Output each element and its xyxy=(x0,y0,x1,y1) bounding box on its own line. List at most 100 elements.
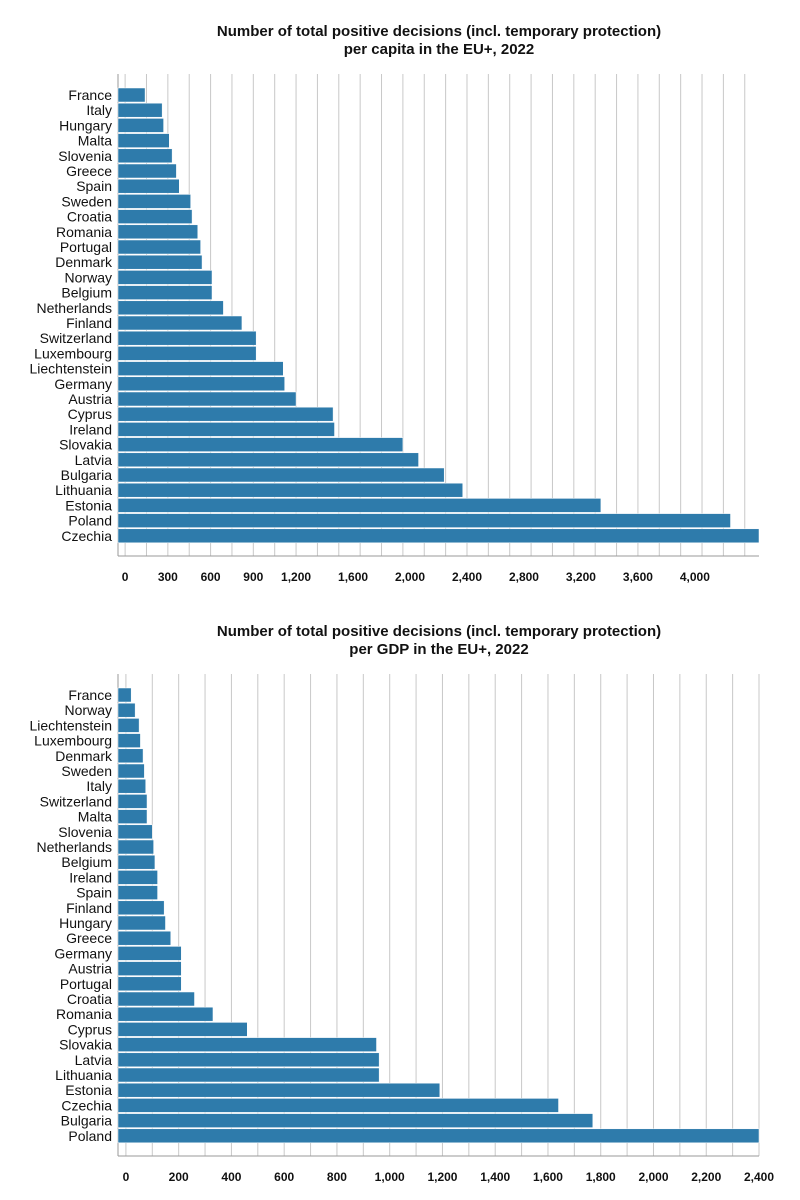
category-label: Lithuania xyxy=(55,482,112,498)
category-label: Spain xyxy=(76,885,112,901)
x-tick-label: 1,200 xyxy=(281,570,311,584)
bar-austria xyxy=(117,391,297,407)
bar-slovenia xyxy=(117,148,173,164)
x-tick-label: 800 xyxy=(327,1170,347,1184)
bar-luxembourg xyxy=(117,346,257,361)
category-label: Czechia xyxy=(61,1097,112,1113)
bar-italy xyxy=(117,778,146,794)
category-label: Malta xyxy=(78,809,112,825)
category-label: France xyxy=(68,687,112,703)
x-tick-label: 2,000 xyxy=(638,1170,668,1184)
x-tick-label: 2,800 xyxy=(509,570,539,584)
x-tick-label: 1,800 xyxy=(586,1170,616,1184)
x-tick-label: 200 xyxy=(169,1170,189,1184)
bars xyxy=(117,687,760,1144)
bar-portugal xyxy=(117,976,182,992)
category-label: Greece xyxy=(66,930,112,946)
bar-france xyxy=(117,687,132,703)
x-tick-label: 300 xyxy=(158,570,178,584)
category-label: Norway xyxy=(65,702,112,718)
x-tick-label: 1,400 xyxy=(480,1170,510,1184)
bar-belgium xyxy=(117,854,156,870)
category-label: Poland xyxy=(68,513,112,529)
category-label: Finland xyxy=(66,900,112,916)
category-label: Greece xyxy=(66,163,112,179)
bar-finland xyxy=(117,900,165,916)
bar-denmark xyxy=(117,254,203,270)
category-label: Switzerland xyxy=(40,330,112,346)
per-capita-chart: Number of total positive decisions (incl… xyxy=(29,23,760,584)
bar-ireland xyxy=(117,422,335,437)
per-gdp-chart: Number of total positive decisions (incl… xyxy=(29,623,774,1184)
category-label: Bulgaria xyxy=(61,467,113,483)
category-label: Luxembourg xyxy=(34,345,112,361)
category-label: Belgium xyxy=(61,285,112,301)
bar-france xyxy=(117,87,146,103)
bar-bulgaria xyxy=(117,1113,594,1128)
category-label: Slovenia xyxy=(58,824,112,840)
category-label: Sweden xyxy=(61,193,112,209)
x-tick-label: 2,200 xyxy=(691,1170,721,1184)
bar-greece xyxy=(117,163,177,179)
bar-spain xyxy=(117,178,180,194)
x-tick-label: 2,400 xyxy=(452,570,482,584)
bar-denmark xyxy=(117,748,144,764)
bar-estonia xyxy=(117,498,602,513)
category-label: Bulgaria xyxy=(61,1113,113,1129)
bar-latvia xyxy=(117,452,419,468)
bar-germany xyxy=(117,376,285,392)
category-label: Croatia xyxy=(67,991,112,1007)
bar-luxembourg xyxy=(117,733,141,748)
x-tick-label: 2,400 xyxy=(744,1170,774,1184)
bar-estonia xyxy=(117,1082,441,1098)
bar-greece xyxy=(117,930,172,946)
category-label: Czechia xyxy=(61,528,112,544)
bars xyxy=(117,87,760,544)
x-tick-label: 0 xyxy=(122,570,129,584)
bar-slovakia xyxy=(117,1037,377,1052)
category-label: Denmark xyxy=(55,254,113,270)
category-label: Germany xyxy=(54,376,112,392)
bar-liechtenstein xyxy=(117,718,140,733)
bar-germany xyxy=(117,946,182,961)
bar-poland xyxy=(117,1128,760,1144)
category-label: Netherlands xyxy=(37,839,113,855)
bar-norway xyxy=(117,702,136,718)
category-label: Luxembourg xyxy=(34,733,112,749)
bar-czechia xyxy=(117,528,760,544)
category-label: Hungary xyxy=(59,117,112,133)
bar-italy xyxy=(117,102,163,118)
x-tick-label: 3,200 xyxy=(566,570,596,584)
category-label: Germany xyxy=(54,945,112,961)
category-label: Romania xyxy=(56,1006,112,1022)
bar-austria xyxy=(117,961,182,976)
category-label: Malta xyxy=(78,133,112,149)
category-label: Slovakia xyxy=(59,1037,112,1053)
category-label: Portugal xyxy=(60,239,112,255)
bar-poland xyxy=(117,513,731,528)
category-label: Netherlands xyxy=(37,300,113,316)
bar-cyprus xyxy=(117,1022,248,1037)
bar-switzerland xyxy=(117,794,148,809)
bar-croatia xyxy=(117,991,195,1007)
bar-finland xyxy=(117,315,243,331)
category-label: Poland xyxy=(68,1128,112,1144)
bar-romania xyxy=(117,224,199,240)
bar-latvia xyxy=(117,1052,380,1068)
bar-portugal xyxy=(117,239,201,255)
category-label: Latvia xyxy=(75,1052,113,1068)
x-tick-label: 1,600 xyxy=(338,570,368,584)
bar-cyprus xyxy=(117,406,334,422)
bar-slovenia xyxy=(117,824,153,840)
category-label: Sweden xyxy=(61,763,112,779)
bar-hungary xyxy=(117,915,166,931)
category-label: Austria xyxy=(68,961,112,977)
bar-spain xyxy=(117,885,158,900)
category-labels: FranceNorwayLiechtensteinLuxembourgDenma… xyxy=(29,687,113,1144)
x-tick-label: 1,000 xyxy=(375,1170,405,1184)
category-label: Portugal xyxy=(60,976,112,992)
category-label: Spain xyxy=(76,178,112,194)
bar-netherlands xyxy=(117,300,224,316)
category-label: Ireland xyxy=(69,869,112,885)
category-label: Liechtenstein xyxy=(29,361,112,377)
